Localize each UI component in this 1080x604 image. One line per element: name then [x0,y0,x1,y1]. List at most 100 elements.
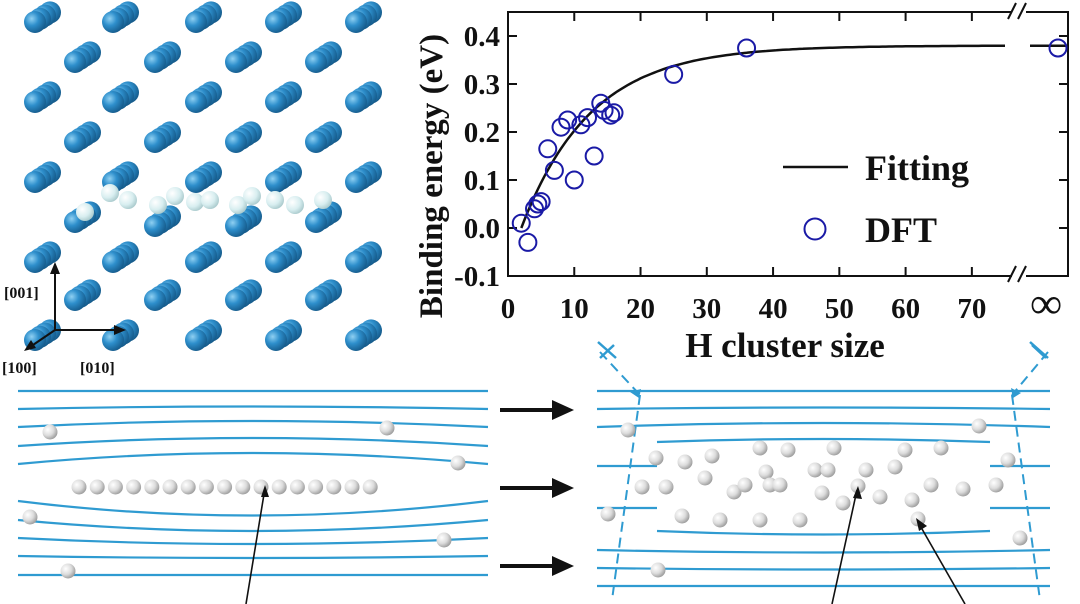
fe-atom [144,51,166,73]
lattice-plane [596,548,1051,554]
pointer-arrowhead [261,485,269,497]
dft-points [511,38,1068,252]
h-atom [22,509,38,525]
fe-atom [144,131,166,153]
dislocation-arrowhead [1011,388,1021,398]
x-tick-label: 10 [560,293,589,325]
lattice-plane [17,436,489,448]
fe-atom [64,289,86,311]
x-tick-label: 50 [825,293,854,325]
fe-atom [225,289,247,311]
h-atom [60,563,76,579]
dft-point [604,103,624,123]
fe-atom [225,215,247,237]
h-atom [600,506,616,522]
fe-atom [102,11,124,33]
dft-point [538,139,558,159]
h-atom [314,191,332,209]
fe-atom [64,51,86,73]
dft-point [551,117,571,137]
fe-atom [225,131,247,153]
h-atom [362,479,378,495]
fe-atom [185,171,207,193]
fitting-line [520,44,1005,229]
dft-point [528,194,548,214]
dislocation-line [1011,394,1041,601]
h-atom [126,479,142,495]
fe-atom [24,251,46,273]
h-atom [198,479,214,495]
h-atom [76,203,94,221]
h-atom [326,479,342,495]
y-tick-label: 0.1 [464,165,500,197]
h-atom [648,450,664,466]
fe-atom [345,171,367,193]
x-axis-label: H cluster size [685,326,885,365]
h-atom [737,477,753,493]
h-atom [144,479,160,495]
fe-atom [265,11,287,33]
fe-atom [305,211,327,233]
dislocation-arrowhead [630,389,641,398]
h-atom [814,485,830,501]
h-atom [149,196,167,214]
legend-dft-label: DFT [865,210,937,250]
fe-atom [265,329,287,351]
lattice-plane [596,421,1051,429]
chart-legend: Fitting DFT [783,148,969,250]
h-atom [271,479,287,495]
dft-point [571,115,591,135]
h-atom [904,492,920,508]
h-atom [988,477,1004,493]
fe-atom [305,289,327,311]
h-atom [119,191,137,209]
h-atom [772,477,788,493]
fe-atom [185,329,207,351]
lattice-schematic-final [596,341,1051,604]
lattice-plane [17,536,489,546]
h-atom [758,464,774,480]
transition-arrows [500,400,574,576]
crystal-axes: [001] [100] [010] [2,262,126,377]
pointer-line [831,489,858,604]
fe-atom [144,215,166,237]
h-atom [436,532,452,548]
h-atom [42,424,58,440]
h-atom [217,479,233,495]
y-tick-label: 0.0 [464,213,500,245]
h-atom [344,479,360,495]
fe-atom [24,91,46,113]
h-atom [229,196,247,214]
h-atom [379,420,395,436]
h-atom [166,187,184,205]
h-atom [677,454,693,470]
h-atom [289,479,305,495]
y-tick-label: 0.4 [464,21,500,53]
pointer-arrowhead [853,486,862,499]
x-axis-ticks: 0 10 20 30 40 50 60 70 [501,12,986,325]
axis-label-010: [010] [80,360,115,377]
x-tick-label: 70 [957,293,986,325]
dft-point [511,213,531,233]
pointer-line [245,487,266,604]
fe-atom [265,251,287,273]
transition-arrow-head [552,478,574,498]
h-atom [971,418,987,434]
pointer-line [917,521,966,604]
legend-fitting-label: Fitting [865,148,969,188]
fe-atom [305,131,327,153]
h-atom [620,422,636,438]
h-atom [792,512,808,528]
fe-atom [345,329,367,351]
h-atom [933,440,949,456]
x-tick-label: 30 [692,293,721,325]
plot-frame [507,11,1069,277]
h-atom [450,455,466,471]
dft-point [737,38,757,58]
x-tick-label: 20 [626,293,655,325]
y-tick-label: -0.1 [454,261,500,293]
h-atom [955,481,971,497]
fe-atom [144,289,166,311]
h-atom [1000,452,1016,468]
h-atom [235,479,251,495]
